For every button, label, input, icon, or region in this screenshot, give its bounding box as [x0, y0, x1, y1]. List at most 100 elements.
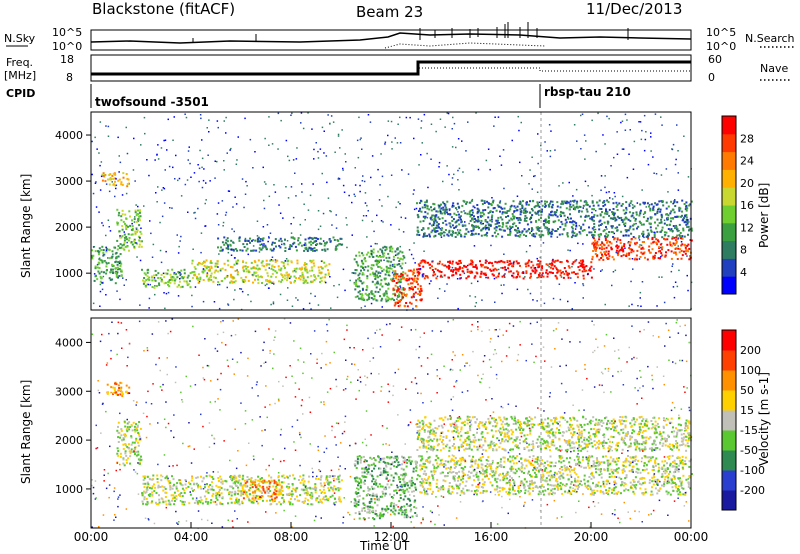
- power-cell: [448, 264, 450, 267]
- power-cell: [617, 250, 620, 253]
- power-cell: [507, 267, 510, 270]
- power-speckle: [302, 308, 305, 310]
- power-cell: [527, 203, 530, 206]
- power-speckle: [279, 293, 282, 296]
- power-cell: [563, 200, 566, 203]
- power-cell: [592, 204, 595, 207]
- velocity-cell: [206, 502, 209, 505]
- power-cell: [138, 215, 141, 218]
- power-cell: [433, 203, 436, 206]
- power-cell: [565, 221, 568, 224]
- power-cell: [493, 207, 496, 209]
- power-cell: [482, 213, 485, 216]
- power-cell: [244, 265, 247, 268]
- velocity-cell: [251, 500, 254, 503]
- power-speckle: [346, 224, 348, 226]
- power-cell: [625, 206, 628, 209]
- power-cell: [458, 266, 461, 269]
- power-cell: [554, 274, 557, 277]
- power-speckle: [256, 235, 259, 237]
- power-speckle: [307, 112, 309, 114]
- power-cell: [321, 276, 324, 279]
- power-cell: [661, 254, 664, 257]
- velocity-cell: [187, 485, 190, 488]
- velocity-cell: [238, 490, 241, 493]
- power-speckle: [382, 221, 384, 223]
- power-cell: [559, 269, 562, 272]
- power-speckle: [404, 262, 407, 264]
- power-cell: [448, 267, 450, 270]
- power-cell: [114, 180, 116, 183]
- power-cell: [436, 221, 439, 224]
- power-cell: [135, 214, 138, 217]
- power-speckle: [155, 192, 157, 194]
- power-cell: [281, 274, 284, 277]
- power-cell: [615, 249, 618, 252]
- power-cell: [603, 247, 606, 250]
- noise-right-tick-bottom: 10^0: [706, 40, 736, 53]
- velocity-cell: [175, 487, 178, 490]
- power-cell: [657, 207, 660, 210]
- power-speckle: [204, 202, 206, 205]
- power-speckle: [370, 302, 373, 305]
- power-speckle: [310, 292, 312, 295]
- power-cell: [426, 234, 429, 237]
- power-speckle: [434, 207, 436, 209]
- power-cell: [684, 220, 687, 223]
- power-cell: [613, 213, 615, 216]
- power-cell: [593, 246, 596, 249]
- power-cell: [590, 276, 593, 279]
- velocity-cell: [135, 437, 138, 440]
- power-cell: [638, 235, 641, 238]
- velocity-cell: [234, 477, 237, 480]
- velocity-cell: [220, 492, 223, 495]
- power-speckle: [539, 256, 541, 259]
- power-cell: [645, 219, 648, 222]
- power-cell: [319, 237, 322, 240]
- velocity-cell: [160, 474, 163, 477]
- power-cell: [592, 219, 595, 222]
- power-speckle: [573, 201, 575, 203]
- power-cell: [569, 200, 572, 203]
- velocity-cell: [358, 512, 361, 515]
- power-cell: [674, 227, 676, 229]
- velocity-cell: [170, 494, 173, 497]
- power-cell: [649, 209, 652, 212]
- power-cell: [168, 285, 171, 288]
- power-speckle: [600, 270, 602, 272]
- power-speckle: [244, 237, 247, 240]
- power-cell: [153, 286, 156, 289]
- velocity-cell: [365, 505, 368, 508]
- power-cell: [397, 278, 400, 281]
- power-cell: [615, 205, 618, 208]
- velocity-cell: [137, 441, 139, 444]
- power-cell: [469, 219, 472, 222]
- power-cell: [372, 293, 375, 296]
- power-cell: [133, 245, 136, 248]
- velocity-cell: [379, 485, 382, 488]
- power-cell: [507, 215, 510, 218]
- power-cell: [214, 262, 217, 265]
- velocity-cell: [415, 463, 417, 465]
- power-speckle: [330, 115, 333, 117]
- power-cell: [567, 265, 570, 268]
- power-cell: [205, 259, 208, 262]
- power-cell: [483, 266, 486, 269]
- power-cell: [548, 228, 550, 231]
- velocity-cell: [427, 477, 430, 480]
- power-cell: [675, 240, 678, 243]
- power-cell: [133, 218, 136, 221]
- velocity-cell: [175, 495, 178, 497]
- power-cell: [160, 273, 163, 276]
- velocity-cell: [289, 503, 292, 506]
- power-cell: [430, 209, 433, 212]
- power-cell: [521, 230, 524, 233]
- power-speckle: [115, 184, 118, 186]
- power-cell: [534, 211, 537, 214]
- power-cell: [143, 277, 146, 279]
- power-cell: [461, 225, 464, 227]
- power-cell: [368, 292, 371, 295]
- velocity-cell: [247, 497, 250, 500]
- velocity-cell: [250, 481, 253, 484]
